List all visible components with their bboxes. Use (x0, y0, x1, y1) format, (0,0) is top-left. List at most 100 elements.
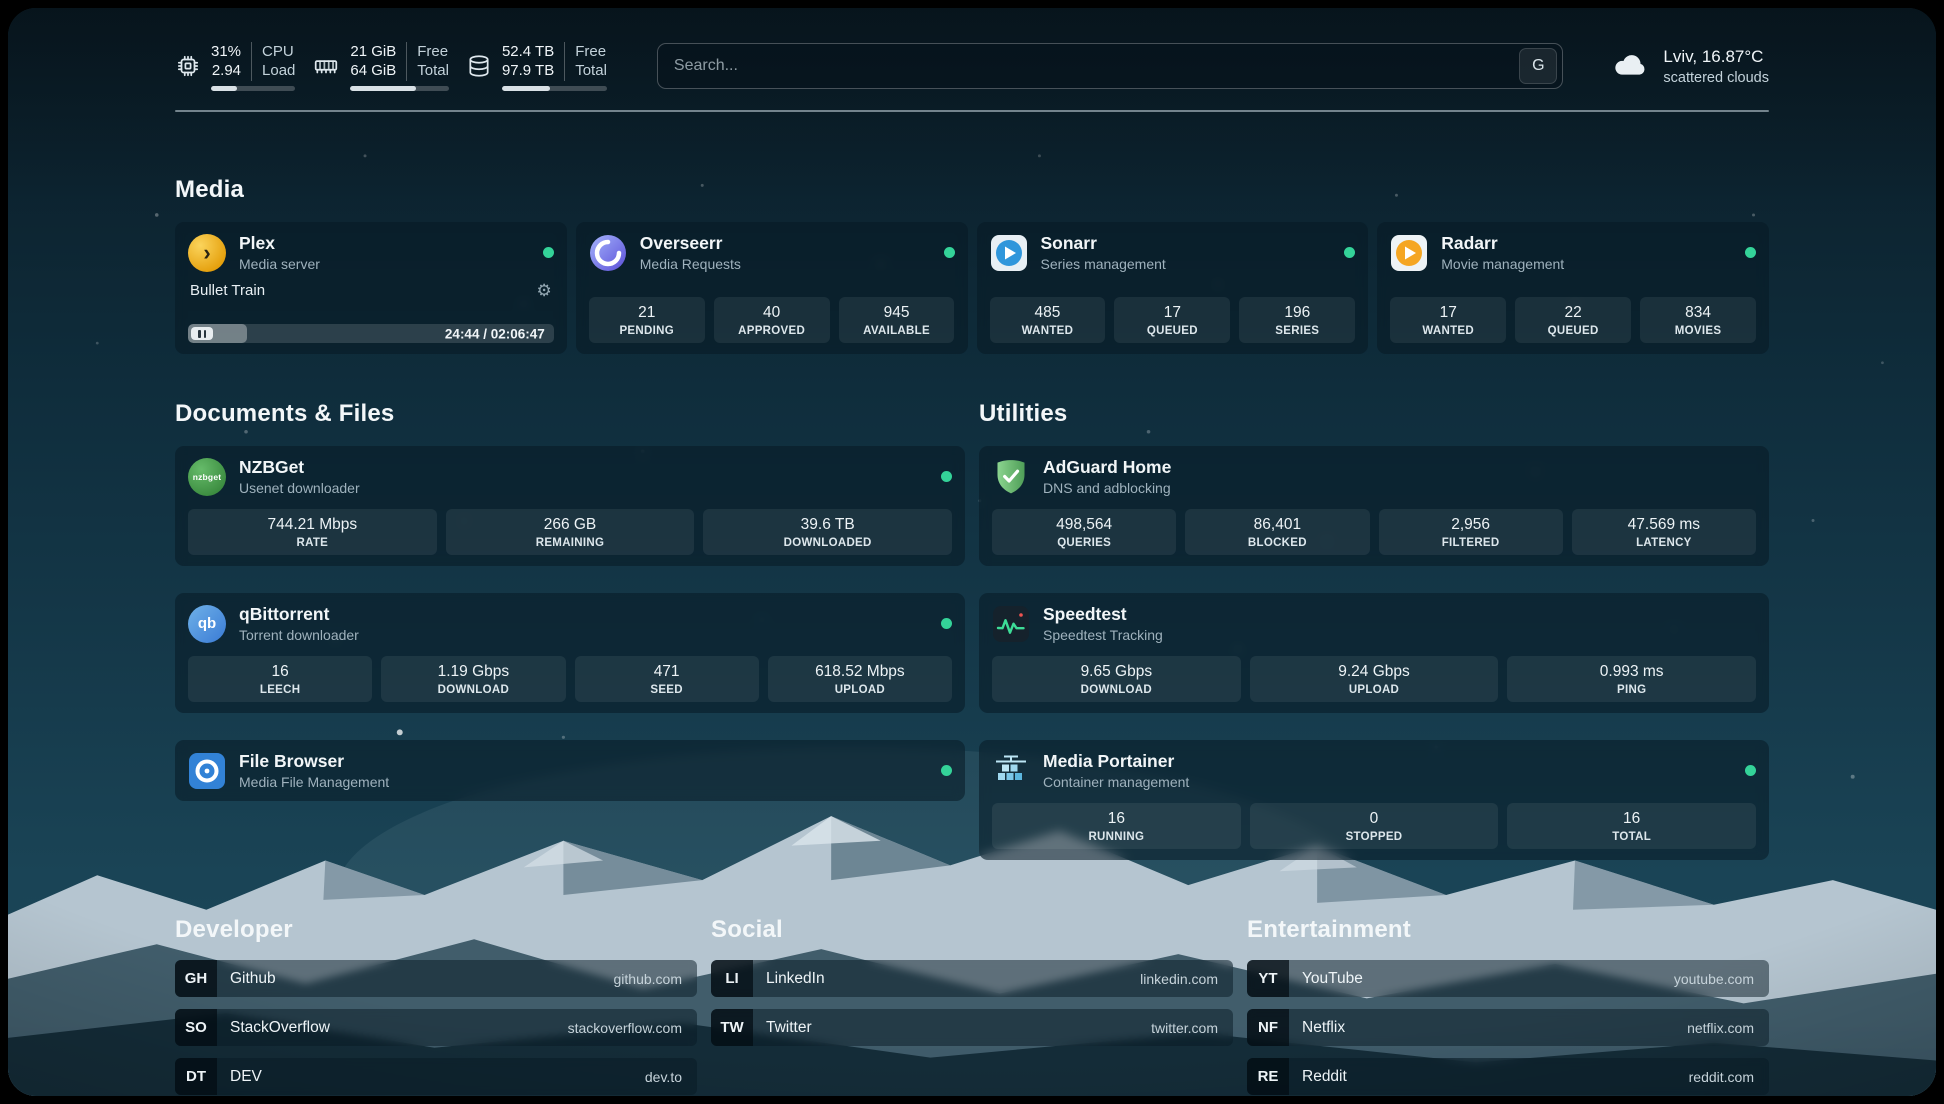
pause-icon[interactable] (191, 327, 213, 340)
bookmark-name: DEV (230, 1067, 262, 1085)
service-subtitle: Media Requests (639, 256, 741, 273)
bookmark-url: twitter.com (1151, 1019, 1218, 1036)
section-title-entertainment: Entertainment (1247, 916, 1411, 944)
disk-total-label: Total (575, 62, 607, 79)
stat: 945 AVAILABLE (838, 297, 955, 343)
bookmark-stackoverflow[interactable]: SO StackOverflow stackoverflow.com (175, 1009, 697, 1047)
bookmark-name: Github (230, 969, 276, 987)
now-playing-title: Bullet Train (190, 282, 266, 300)
stat: 266 GB REMAINING (445, 509, 695, 556)
card-overseerr[interactable]: Overseerr Media Requests 21 PENDING 40 A… (575, 222, 968, 354)
cpu-chip-icon (175, 53, 201, 79)
status-dot (542, 247, 554, 259)
bookmark-abbr: SO (175, 1009, 217, 1047)
status-dot (941, 618, 952, 630)
bookmark-abbr: TW (711, 1009, 753, 1047)
nzbget-icon: nzbget (188, 457, 226, 496)
status-dot (941, 471, 952, 483)
disk-free-label: Free (575, 42, 607, 60)
stat: 40 APPROVED (713, 297, 830, 343)
service-title: Sonarr (1040, 233, 1097, 253)
settings-gear-icon[interactable]: ⚙ (536, 281, 552, 301)
radarr-icon (1390, 234, 1428, 272)
playback-progress-bar[interactable]: 24:44 / 02:06:47 (188, 324, 554, 343)
search-input[interactable] (673, 57, 1520, 75)
section-title-utilities: Utilities (979, 400, 1068, 427)
stat: 39.6 TB DOWNLOADED (703, 509, 952, 556)
documents-column: Documents & Files nzbget NZBGet Usenet d… (175, 400, 965, 802)
bookmark-url: netflix.com (1687, 1019, 1754, 1036)
service-subtitle: Speedtest Tracking (1043, 627, 1163, 644)
dashboard-window: 31% 2.94 CPU Load (8, 8, 1936, 1096)
stat: 86,401 BLOCKED (1185, 509, 1370, 556)
card-radarr[interactable]: Radarr Movie management 17 WANTED 22 QUE… (1377, 222, 1769, 354)
bookmark-abbr: LI (711, 960, 753, 998)
status-dot (943, 247, 955, 259)
disk-usage-bar (501, 85, 607, 91)
bookmark-url: dev.to (644, 1068, 682, 1085)
bookmark-linkedin[interactable]: LI LinkedIn linkedin.com (711, 960, 1233, 998)
bookmark-reddit[interactable]: RE Reddit reddit.com (1247, 1058, 1769, 1096)
disk-free-value: 52.4 TB (501, 42, 555, 60)
disk-widget: 52.4 TB 97.9 TB Free Total (466, 41, 607, 91)
status-dot (1344, 247, 1356, 259)
bookmark-name: Twitter (766, 1018, 812, 1036)
bookmark-youtube[interactable]: YT YouTube youtube.com (1247, 960, 1769, 998)
stat: 17 QUEUED (1114, 297, 1231, 343)
media-grid: › Plex Media server Bullet Train ⚙ 24: (175, 222, 1769, 354)
bookmark-name: StackOverflow (230, 1018, 330, 1036)
bookmark-url: github.com (613, 970, 682, 987)
ram-usage-bar (350, 85, 449, 91)
service-subtitle: Usenet downloader (239, 480, 360, 497)
service-subtitle: Movie management (1441, 256, 1565, 273)
bookmarks-entertainment: Entertainment YT YouTube youtube.com NF … (1247, 916, 1769, 1096)
cpu-load-value: 2.94 (211, 62, 242, 79)
bookmark-dev[interactable]: DT DEV dev.to (175, 1058, 697, 1096)
bookmark-netflix[interactable]: NF Netflix netflix.com (1247, 1009, 1769, 1047)
stat: 9.24 Gbps UPLOAD (1249, 656, 1499, 703)
stat: 22 QUEUED (1515, 297, 1632, 343)
stat: 498,564 QUERIES (992, 509, 1177, 556)
card-filebrowser[interactable]: File Browser Media File Management (175, 740, 965, 802)
utilities-column: Utilities AdGuard Home (979, 400, 1769, 861)
service-title: File Browser (239, 751, 345, 772)
search-provider-button[interactable]: G (1519, 48, 1558, 84)
card-sonarr[interactable]: Sonarr Series management 485 WANTED 17 Q… (976, 222, 1369, 354)
card-nzbget[interactable]: nzbget NZBGet Usenet downloader 744.21 M… (175, 446, 965, 567)
cpu-usage-value: 31% (211, 42, 242, 60)
weather-widget: Lviv, 16.87°C scattered clouds (1609, 47, 1769, 86)
card-adguard[interactable]: AdGuard Home DNS and adblocking 498,564 … (979, 446, 1769, 567)
card-plex[interactable]: › Plex Media server Bullet Train ⚙ 24: (175, 222, 567, 354)
sonarr-icon (990, 234, 1028, 272)
service-title: Speedtest (1043, 604, 1127, 625)
status-dot (941, 765, 952, 777)
stat: 2,956 FILTERED (1378, 509, 1563, 556)
stat: 17 WANTED (1390, 297, 1507, 343)
card-qbittorrent[interactable]: qb qBittorrent Torrent downloader 16 LEE… (175, 593, 965, 714)
cloud-icon (1609, 49, 1649, 84)
bookmark-url: linkedin.com (1140, 970, 1218, 987)
status-dot (1745, 247, 1756, 259)
ram-free-label: Free (417, 42, 449, 60)
service-title: AdGuard Home (1043, 457, 1172, 477)
overseerr-icon (589, 234, 627, 272)
speedtest-icon (992, 605, 1030, 643)
ram-total-label: Total (417, 62, 449, 79)
bookmark-abbr: NF (1247, 1009, 1289, 1047)
stat: 0 STOPPED (1249, 803, 1499, 850)
bookmark-github[interactable]: GH Github github.com (175, 960, 697, 998)
bookmark-twitter[interactable]: TW Twitter twitter.com (711, 1009, 1233, 1047)
service-title: Plex (239, 233, 275, 253)
stat: 834 MOVIES (1640, 297, 1756, 343)
stat: 618.52 Mbps UPLOAD (767, 656, 952, 703)
stat: 16 TOTAL (1507, 803, 1756, 850)
service-title: Radarr (1441, 233, 1498, 253)
bookmark-url: stackoverflow.com (567, 1019, 682, 1036)
stat: 485 WANTED (989, 297, 1106, 343)
playback-time: 24:44 / 02:06:47 (444, 326, 545, 341)
card-speedtest[interactable]: Speedtest Speedtest Tracking 9.65 Gbps D… (979, 593, 1769, 714)
stat: 0.993 ms PING (1507, 656, 1756, 703)
stat: 47.569 ms LATENCY (1571, 509, 1756, 556)
service-title: NZBGet (239, 457, 305, 477)
card-portainer[interactable]: Media Portainer Container management 16 … (979, 740, 1769, 861)
